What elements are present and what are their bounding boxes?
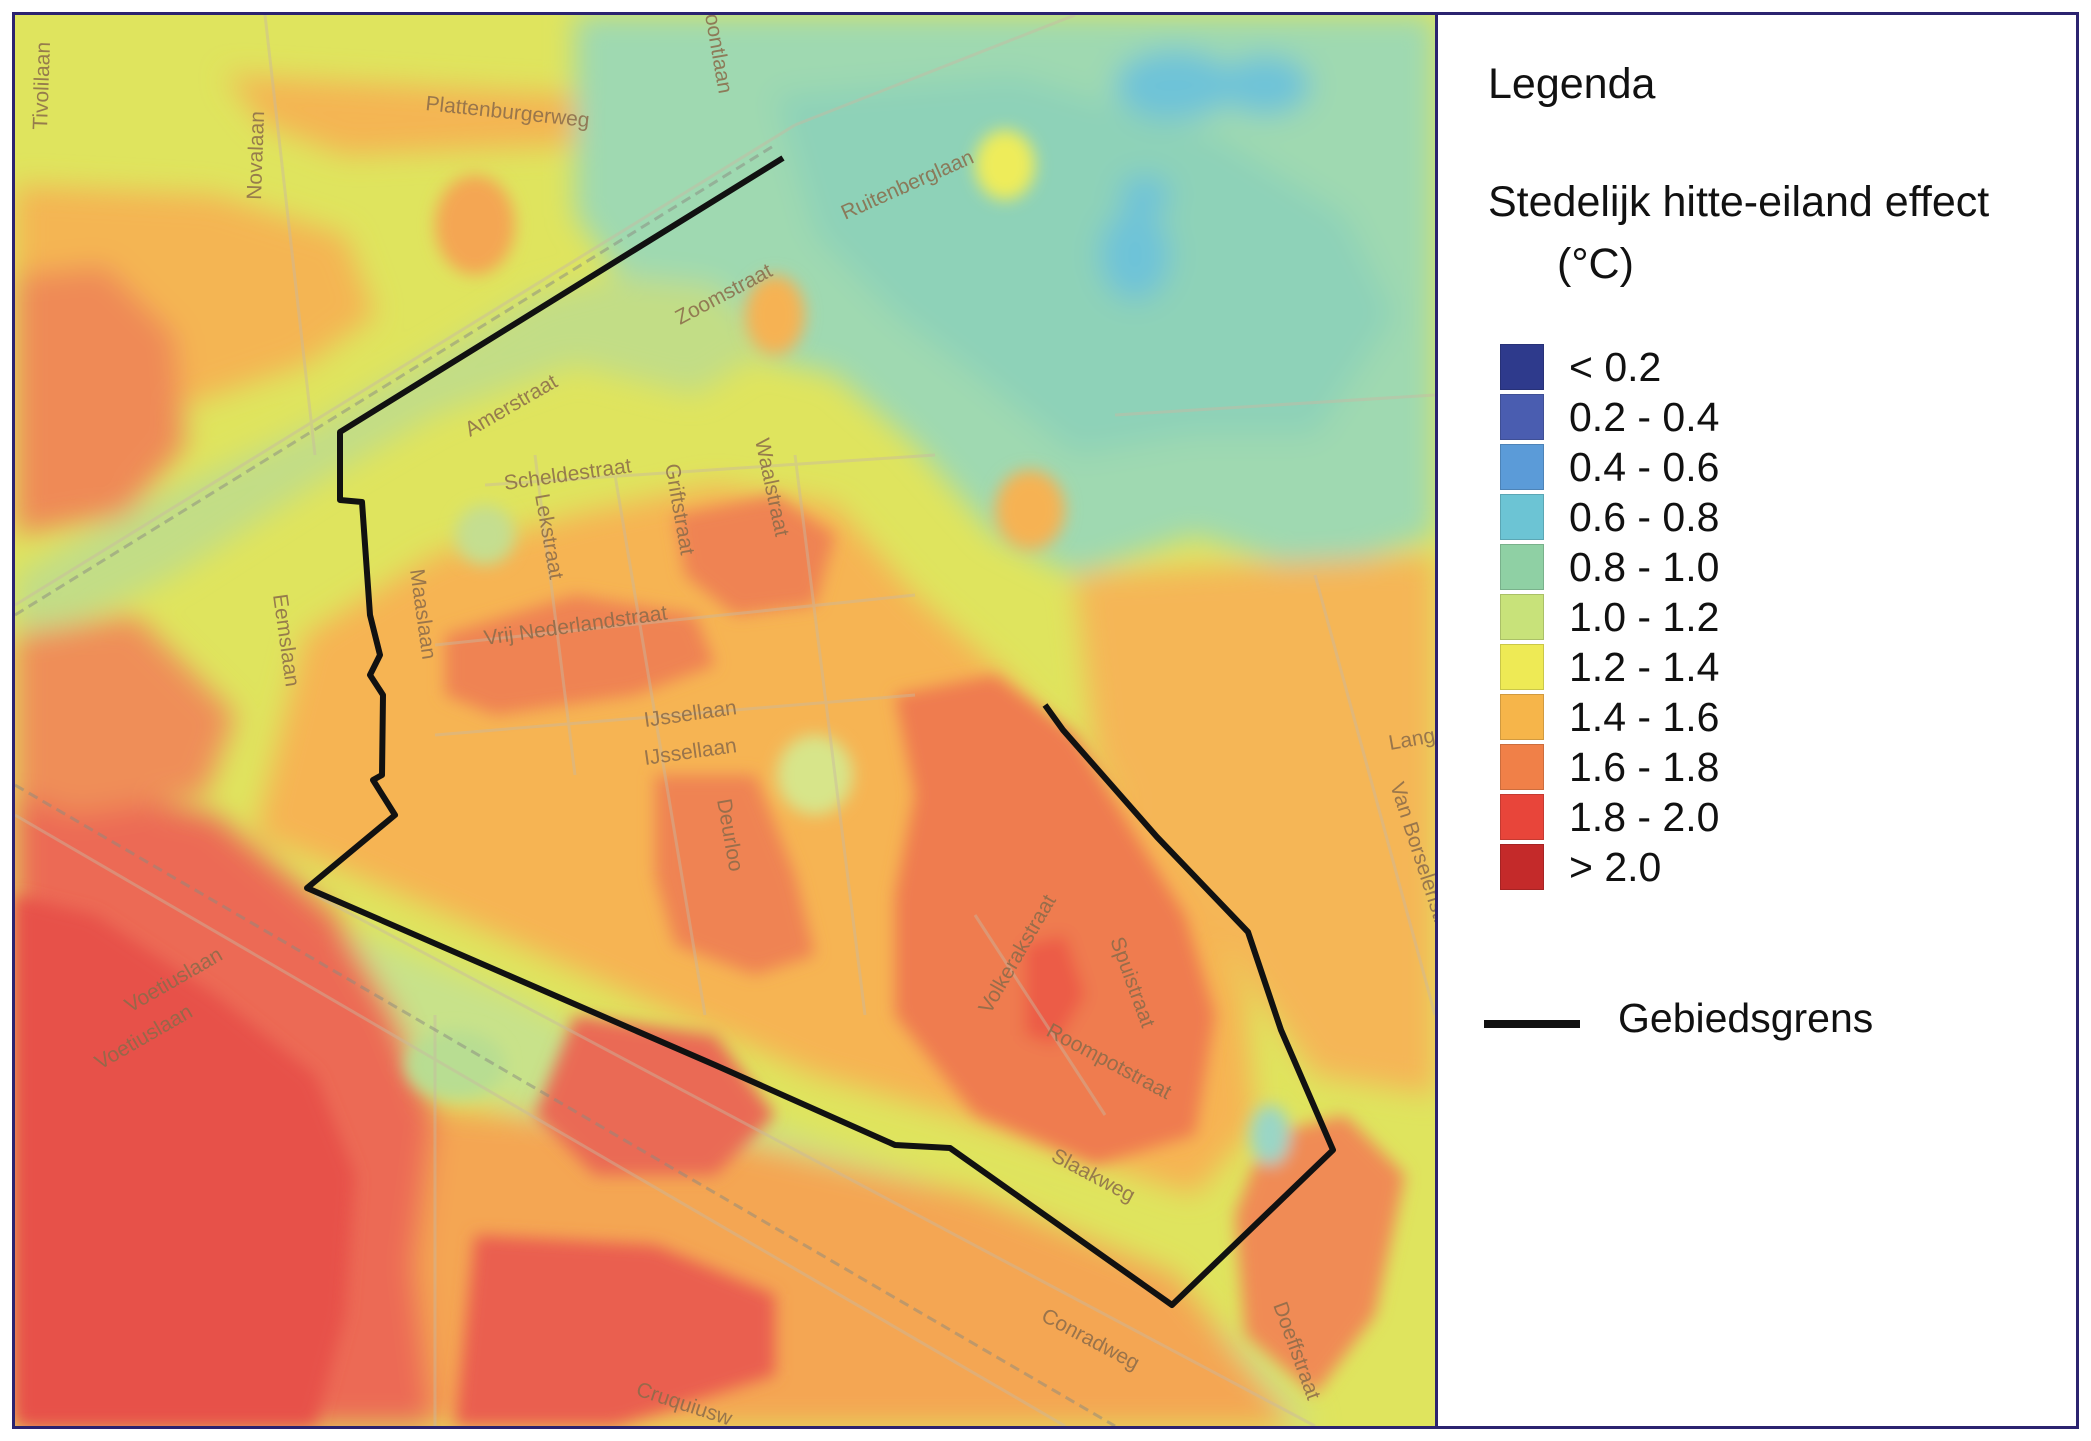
street-label-tivolilaan: Tivolilaan	[29, 41, 55, 130]
heat-zone-hot-block-2	[675, 495, 835, 615]
legend-item-label: 1.6 - 1.8	[1569, 744, 1720, 790]
legend-item-label: 1.8 - 2.0	[1569, 794, 1720, 840]
legend-item-label: > 2.0	[1569, 844, 1662, 890]
legend-swatch	[1500, 544, 1544, 590]
legend-swatch	[1500, 494, 1544, 540]
heat-zone-orange-se	[1235, 1115, 1405, 1395]
legend-item-label: 1.0 - 1.2	[1569, 594, 1720, 640]
heat-zone-orange-plattenburg	[225, 75, 575, 155]
map-canvas: Tivolilaan Plattenburgerweg Novalaan oon…	[15, 15, 1435, 1426]
area-boundary[interactable]	[304, 155, 1336, 1308]
heat-zone-red-west-upper	[15, 265, 185, 535]
heat-zone-cool-park-inner	[775, 75, 1395, 455]
heat-zone-blue-4	[1120, 175, 1170, 215]
street-label-novalaan: Novalaan	[243, 111, 269, 200]
road-network	[15, 15, 1435, 1426]
heat-zone-blue-2	[1100, 210, 1170, 300]
legend-subtitle: Stedelijk hitte-eiland effect	[1488, 178, 1990, 226]
heat-zone-blue-3	[1220, 55, 1310, 115]
legend-swatch	[1500, 394, 1544, 440]
legend-swatch	[1500, 744, 1544, 790]
heat-zone-hot-block-4	[895, 675, 1215, 1165]
railway	[15, 143, 1116, 1426]
heat-zone-green-spot-2	[455, 505, 515, 565]
heat-zone-orange-spot-1	[995, 470, 1065, 550]
figure-frame: Tivolilaan Plattenburgerweg Novalaan oon…	[12, 12, 2079, 1429]
heat-zone-orange-spot-3	[435, 175, 515, 275]
heat-zone-hot-block-1	[445, 595, 715, 715]
legend-item-label: 0.2 - 0.4	[1569, 394, 1720, 440]
heat-zone-blue-1	[1115, 50, 1235, 120]
legend-swatch	[1500, 694, 1544, 740]
legend-item-label: 0.6 - 0.8	[1569, 494, 1720, 540]
legend-panel: Legenda Stedelijk hitte-eiland effect (°…	[1438, 15, 2076, 1426]
legend-swatch	[1500, 444, 1544, 490]
heat-zone-green-corridor	[15, 275, 775, 655]
heat-zone-orange-spot-2	[745, 275, 805, 355]
legend-item-label: 0.4 - 0.6	[1569, 444, 1720, 490]
heat-zone-hot-south-2	[535, 1015, 775, 1175]
heat-zone-hot-south-1	[455, 1235, 775, 1426]
boundary-label: Gebiedsgrens	[1618, 995, 1874, 1041]
legend-item-label: 1.2 - 1.4	[1569, 644, 1720, 690]
legend-swatch	[1500, 644, 1544, 690]
legend-item-label: < 0.2	[1569, 344, 1662, 390]
legend-title: Legenda	[1488, 60, 1656, 108]
boundary-legend: Gebiedsgrens	[1484, 995, 2044, 1055]
legend-swatch	[1500, 844, 1544, 890]
boundary-line-swatch	[1484, 1020, 1580, 1028]
heat-zone-hot-sw	[15, 895, 355, 1426]
legend-swatch	[1500, 794, 1544, 840]
heat-zone-cyan-spot-1	[1250, 1105, 1290, 1165]
legend-unit: (°C)	[1557, 240, 1634, 288]
legend-item-label: 1.4 - 1.6	[1569, 694, 1720, 740]
legend-item-label: 0.8 - 1.0	[1569, 544, 1720, 590]
heat-zone-green-spot-3	[405, 1030, 505, 1100]
heat-zone-red-west-mid	[15, 615, 235, 815]
legend-swatch	[1500, 594, 1544, 640]
heat-zone-orange-east	[1075, 555, 1435, 1095]
heat-zone-green-spot-1	[777, 735, 853, 815]
heat-map[interactable]: Tivolilaan Plattenburgerweg Novalaan oon…	[15, 15, 1438, 1426]
legend-swatch	[1500, 344, 1544, 390]
heat-zone-hot-block-3	[655, 775, 815, 975]
heat-zone-yellow-1	[975, 130, 1035, 200]
heat-zone-hot-block-5	[1025, 935, 1085, 1045]
